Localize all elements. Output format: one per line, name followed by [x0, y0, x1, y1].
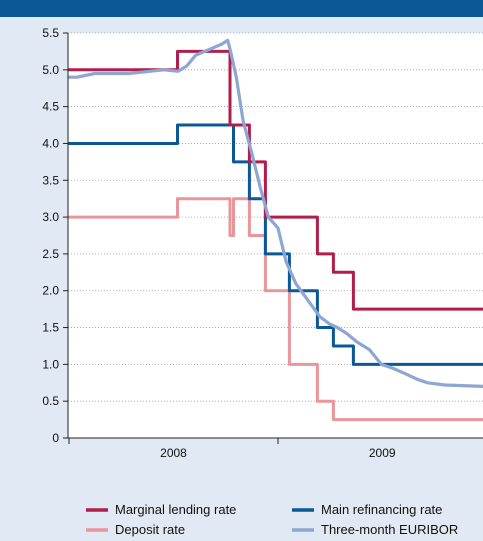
legend-item-main-refinancing-rate: Main refinancing rate [292, 502, 442, 517]
header-bar [0, 0, 483, 17]
legend-label: Deposit rate [115, 522, 185, 537]
x-tick-label: 2008 [160, 446, 187, 460]
legend-label: Main refinancing rate [321, 502, 442, 517]
y-tick-label: 0 [52, 431, 59, 445]
legend-label: Marginal lending rate [115, 502, 236, 517]
axes: 0 0.5 1.0 1.5 2.0 2.5 3.0 3.5 4.0 4.5 5.0 5.5 2008 20… [42, 26, 483, 460]
series-lines [68, 38, 483, 422]
legend-item-marginal-lending-rate: Marginal lending rate [86, 502, 236, 517]
y-tick-label: 3.5 [42, 173, 59, 187]
y-tick-label: 0.5 [42, 394, 59, 408]
y-tick-label: 4.0 [42, 136, 59, 150]
three-month-euribor-line [68, 38, 483, 388]
plot-area [68, 33, 483, 438]
y-tick-label: 1.0 [42, 357, 59, 371]
legend-item-deposit-rate: Deposit rate [86, 522, 185, 537]
legend: Marginal lending rate Main refinancing ra… [86, 502, 458, 537]
y-tick-label: 1.5 [42, 321, 59, 335]
main-refinancing-rate-line [68, 123, 483, 366]
x-tick-label: 2009 [369, 446, 396, 460]
deposit-rate-line [68, 197, 483, 422]
y-tick-label: 4.5 [42, 100, 59, 114]
y-tick-label: 2.0 [42, 284, 59, 298]
y-tick-label: 2.5 [42, 247, 59, 261]
legend-label: Three-month EURIBOR [321, 522, 458, 537]
y-tick-label: 5.5 [42, 26, 59, 40]
legend-item-three-month-euribor: Three-month EURIBOR [292, 522, 458, 537]
y-tick-label: 3.0 [42, 210, 59, 224]
marginal-lending-rate-line [68, 49, 483, 311]
y-tick-label: 5.0 [42, 63, 59, 77]
